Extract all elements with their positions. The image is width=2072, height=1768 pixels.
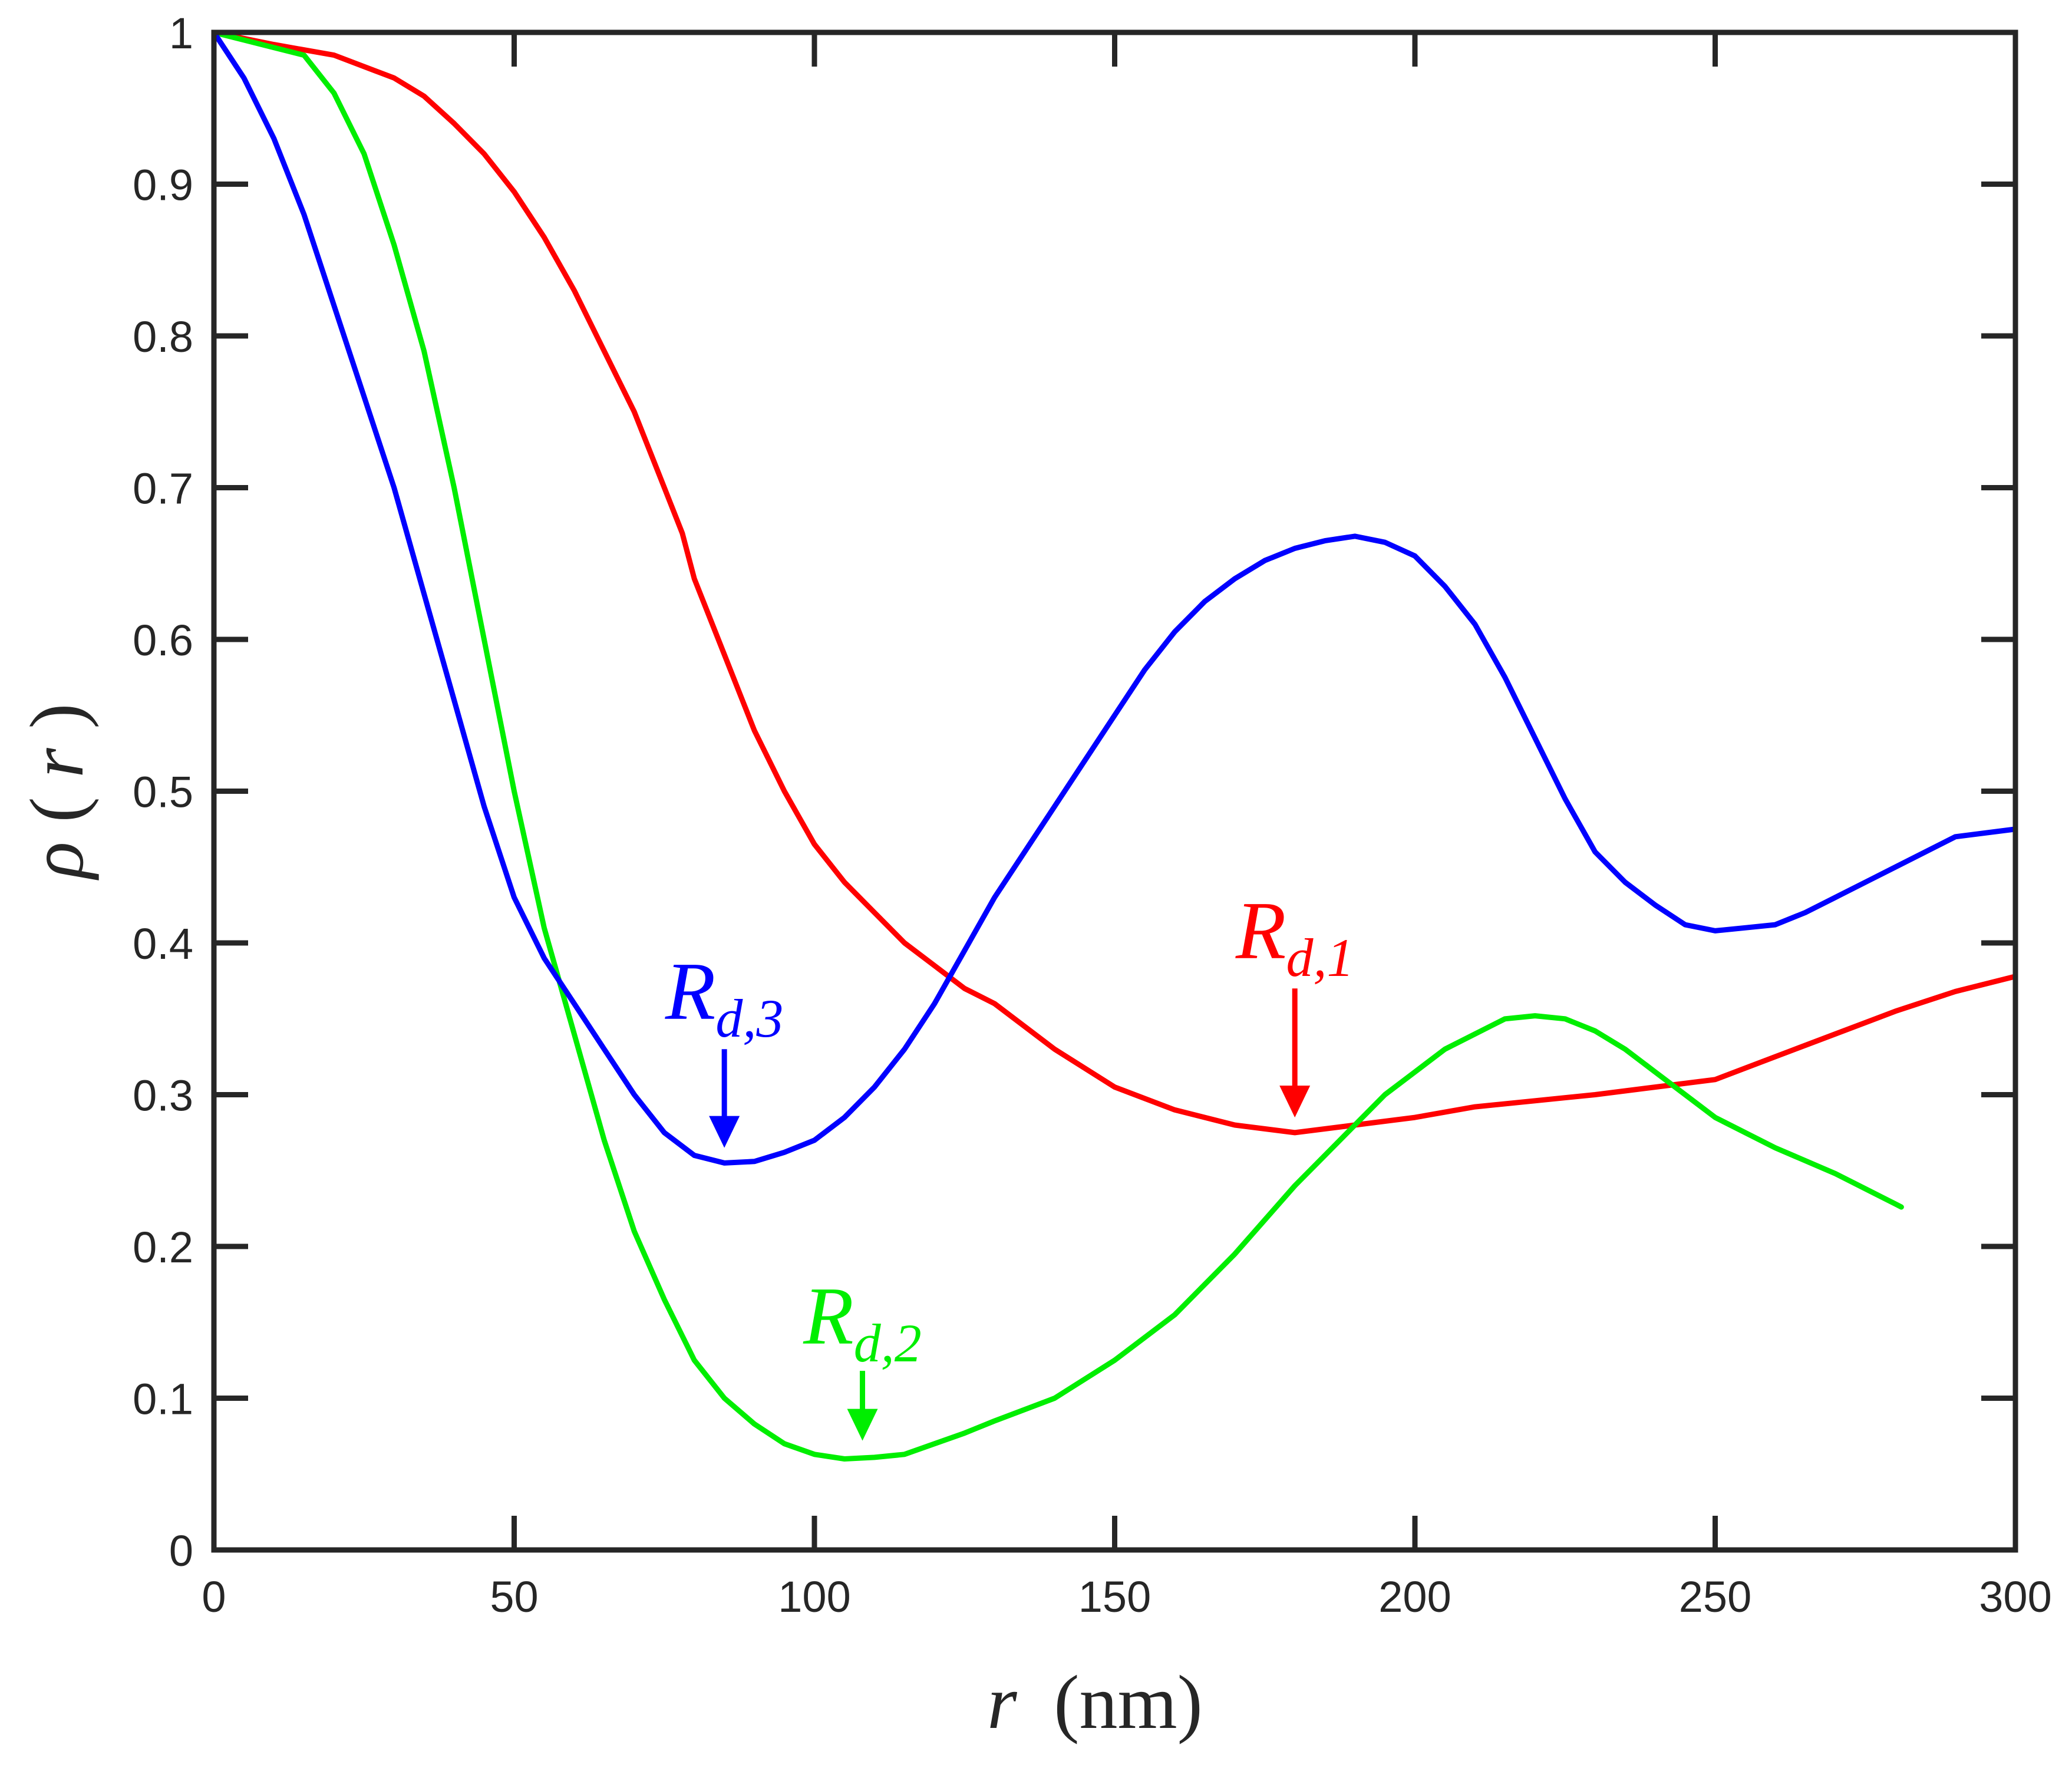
annotation-label-rd3: Rd,3 <box>665 946 784 1048</box>
annotation-layer: Rd,1Rd,2Rd,3 <box>665 885 1354 1441</box>
y-axis-variable: r <box>15 748 100 778</box>
series-line-3 <box>211 29 2018 1166</box>
annotation-arrow-head-rd3 <box>709 1116 740 1148</box>
x-tick-label-5: 250 <box>1679 1572 1751 1621</box>
annotation-label-rd2: Rd,2 <box>803 1271 922 1373</box>
y-tick-label-4: 0.4 <box>133 919 193 968</box>
x-axis-label: r (nm) <box>987 1660 1203 1745</box>
y-tick-label-5: 0.5 <box>133 768 193 817</box>
y-axis-close-paren: ) <box>15 703 100 728</box>
x-axis-unit: (nm) <box>1054 1660 1203 1745</box>
x-tick-label-4: 200 <box>1378 1572 1451 1621</box>
annotation-label-subscript: d,2 <box>854 1313 922 1373</box>
annotation-label-base: R <box>1235 885 1286 977</box>
x-tick-label-2: 100 <box>778 1572 850 1621</box>
annotation-rd2: Rd,2 <box>803 1271 922 1441</box>
x-axis-variable: r <box>987 1660 1017 1745</box>
annotation-label-base: R <box>803 1271 854 1362</box>
series-line-2 <box>211 29 1904 1462</box>
annotation-rd1: Rd,1 <box>1235 885 1354 1118</box>
x-tick-label-0: 0 <box>202 1572 226 1621</box>
annotation-label-subscript: d,3 <box>715 988 783 1048</box>
y-tick-label-9: 0.9 <box>133 161 193 210</box>
y-tick-label-10: 1 <box>169 9 193 58</box>
y-tick-label-6: 0.6 <box>133 616 193 665</box>
plot-frame <box>211 29 2018 1553</box>
x-tick-label-1: 50 <box>490 1572 538 1621</box>
y-axis-label: ρ ( r ) <box>15 703 100 880</box>
annotation-arrow-head-rd2 <box>847 1409 878 1441</box>
annotation-label-base: R <box>665 946 716 1037</box>
annotation-label-subscript: d,1 <box>1286 928 1354 988</box>
y-axis-function: ρ <box>15 842 100 880</box>
y-tick-label-3: 0.3 <box>133 1071 193 1120</box>
label-layer: 0 50 100 150 200 250 300 0 0.1 0.2 0.3 0.4 0.5 0.6 0.7… <box>133 9 2052 1621</box>
annotation-label-rd1: Rd,1 <box>1235 885 1354 988</box>
x-tick-label-3: 150 <box>1078 1572 1151 1621</box>
annotation-rd3: Rd,3 <box>665 946 784 1148</box>
x-tick-label-6: 300 <box>1979 1572 2051 1621</box>
y-tick-label-7: 0.7 <box>133 464 193 513</box>
series-layer <box>211 29 2018 1462</box>
y-tick-label-2: 0.2 <box>133 1223 193 1272</box>
y-tick-label-8: 0.8 <box>133 312 193 361</box>
y-tick-label-0: 0 <box>169 1526 193 1575</box>
series-line-1 <box>211 29 2018 1136</box>
y-tick-label-1: 0.1 <box>133 1375 193 1424</box>
y-axis-open-paren: ( <box>15 797 100 822</box>
annotation-arrow-head-rd1 <box>1279 1086 1311 1118</box>
